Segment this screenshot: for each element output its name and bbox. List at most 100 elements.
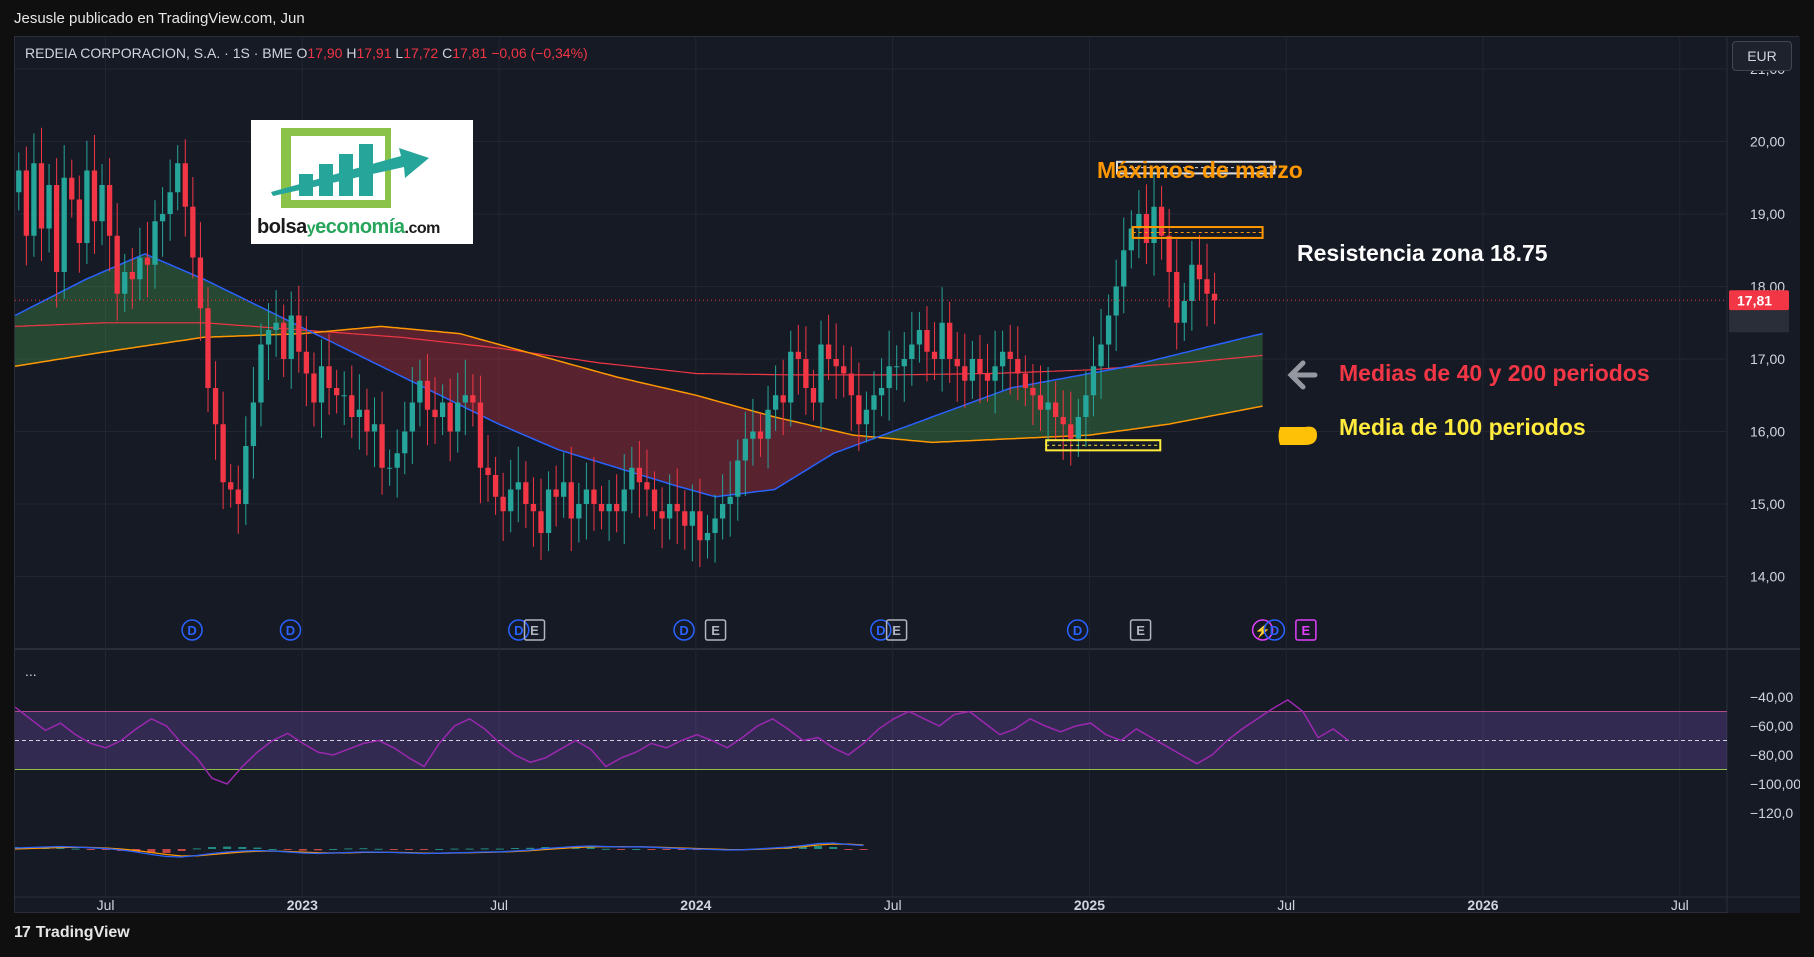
macd-histogram-bar [314,849,323,851]
event-marker-dividend[interactable] [870,619,892,641]
indicator-menu-dots[interactable]: ... [25,663,37,679]
candle-body [175,163,181,193]
candle-body [1166,235,1172,272]
candle-body [23,170,30,236]
candle-body [545,489,552,533]
candle-body [795,351,801,359]
event-marker-dividend[interactable] [1263,619,1286,641]
event-marker-dividend[interactable] [673,619,695,641]
candle-body [931,351,938,359]
time-tick-label: Jul [1277,897,1295,913]
candle-body [1068,424,1074,439]
candle-body [901,359,907,367]
event-marker-earnings[interactable] [523,619,546,641]
candle-body [182,163,188,207]
price-tick-label: 16,00 [1750,424,1785,440]
candle-body [1105,315,1112,345]
candle-body [1158,206,1165,236]
candle-body [757,431,764,439]
candle-body [212,388,219,425]
macd-histogram-bar [268,849,277,850]
macd-histogram-bar [86,849,95,850]
event-marker-earnings[interactable] [885,619,908,641]
candle-body [477,402,484,468]
event-marker-dividend[interactable] [279,619,302,641]
close-value: 17,81 [452,45,488,61]
ma-cloud-bullish [880,333,1263,443]
high-label: H [346,45,357,61]
candle-body [954,359,960,367]
candle-body [629,467,635,490]
event-marker-split[interactable] [1251,619,1274,641]
candle-body [576,504,582,519]
candle-body [682,511,688,526]
pointing-arrow-icon [1287,360,1318,390]
event-marker-earnings[interactable] [1129,619,1152,641]
change-value: −0,06 (−0,34%) [491,45,588,61]
published-by-text: Jesusle publicado en TradingView.com, Ju… [14,10,305,27]
event-marker-dividend[interactable] [508,619,530,641]
candle-body [871,395,877,410]
candle-body [909,344,915,359]
candle-body [243,446,249,504]
candle-body [258,344,264,403]
event-marker-dividend[interactable] [181,619,203,641]
candle-body [455,402,461,432]
candle-body [644,482,650,490]
macd-histogram-bar [404,849,413,850]
candle-body [1211,293,1218,301]
candle-body [235,489,241,504]
chart-panel[interactable]: 14,0015,0016,0017,0018,0019,0020,0021,00… [14,36,1800,914]
candle-body [856,395,862,425]
candle-body [1022,373,1029,388]
price-tick-label: 17,00 [1750,351,1785,367]
rsi-tick-label: −100,00 [1750,776,1800,792]
candle-body [924,330,930,352]
chart-canvas[interactable]: 14,0015,0016,0017,0018,0019,0020,0021,00… [15,37,1800,914]
candle-body [106,185,113,236]
price-tick-label: 15,00 [1750,496,1785,512]
candle-body [1000,351,1006,367]
candle-body [984,373,991,381]
candle-body [697,511,703,541]
event-marker-label: D [679,623,688,638]
event-marker-dividend[interactable] [1066,619,1089,641]
candle-body [205,308,211,388]
candle-body [38,163,45,229]
price-tick-label: 19,00 [1750,206,1785,222]
macd-histogram-bar [238,847,247,849]
candle-body [409,402,415,432]
event-marker-earnings[interactable] [1295,619,1317,641]
currency-button[interactable]: EUR [1732,41,1792,71]
time-tick-label: Jul [97,897,115,913]
tradingview-logo[interactable]: 17 TradingView [14,924,130,942]
event-marker-label: D [1073,623,1082,638]
event-marker-earnings[interactable] [704,619,727,641]
event-marker-label: D [876,623,885,638]
macd-histogram-bar [814,846,823,849]
candle-body [356,409,363,417]
candle-body [659,511,665,519]
candle-body [894,366,900,368]
symbol-name: REDEIA CORPORACION, S.A. · 1S · BME [25,45,293,61]
candle-body [606,504,612,512]
candle-body [424,380,431,410]
candle-body [614,504,620,512]
candle-body [886,366,892,388]
time-tick-label: 2024 [680,897,711,913]
candle-body [1128,228,1134,251]
macd-histogram-bar [450,848,459,850]
candle-body [447,402,453,432]
low-value: 17,72 [403,45,439,61]
candle-body [833,359,839,367]
candle-body [53,185,60,272]
candle-body [485,467,491,475]
macd-histogram-bar [586,847,595,849]
candle-body [114,235,120,294]
candle-body [1007,351,1013,359]
candle-body [1015,359,1021,374]
candle-body [1113,286,1119,316]
candle-body [651,489,658,512]
rsi-tick-label: −80,00 [1750,747,1793,763]
time-tick-label: Jul [1671,897,1689,913]
